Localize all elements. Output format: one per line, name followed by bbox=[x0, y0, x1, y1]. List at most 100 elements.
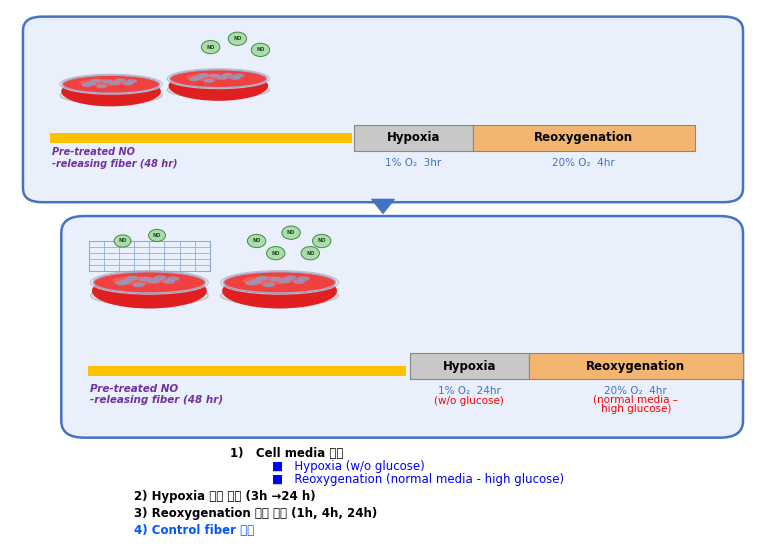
Text: 1% O₂  24hr: 1% O₂ 24hr bbox=[437, 386, 501, 396]
Ellipse shape bbox=[256, 276, 269, 281]
Ellipse shape bbox=[297, 276, 309, 281]
Text: Hypoxia: Hypoxia bbox=[443, 360, 496, 373]
Bar bbox=[529, 353, 743, 379]
Text: NO: NO bbox=[318, 238, 326, 244]
Circle shape bbox=[301, 247, 319, 260]
Ellipse shape bbox=[110, 81, 120, 85]
Text: NO: NO bbox=[306, 250, 314, 256]
Ellipse shape bbox=[92, 273, 207, 309]
Bar bbox=[473, 125, 695, 151]
Bar bbox=[410, 353, 529, 379]
Ellipse shape bbox=[167, 81, 270, 98]
Bar bbox=[88, 366, 406, 376]
Text: 2) Hypoxia 시간 변화 (3h →24 h): 2) Hypoxia 시간 변화 (3h →24 h) bbox=[134, 490, 316, 503]
Bar bbox=[89, 242, 210, 271]
Ellipse shape bbox=[90, 286, 208, 305]
Ellipse shape bbox=[209, 74, 220, 78]
Ellipse shape bbox=[60, 87, 162, 104]
Ellipse shape bbox=[61, 76, 161, 106]
Text: NO: NO bbox=[234, 36, 241, 42]
Text: ■   Hypoxia (w/o glucose): ■ Hypoxia (w/o glucose) bbox=[272, 460, 424, 473]
Ellipse shape bbox=[224, 272, 336, 293]
FancyArrowPatch shape bbox=[372, 199, 394, 213]
Ellipse shape bbox=[79, 79, 123, 86]
Text: 3) Reoxygenation 시간 변화 (1h, 4h, 24h): 3) Reoxygenation 시간 변화 (1h, 4h, 24h) bbox=[134, 507, 378, 520]
Circle shape bbox=[251, 43, 270, 57]
Ellipse shape bbox=[221, 286, 339, 305]
Ellipse shape bbox=[222, 273, 337, 309]
Circle shape bbox=[201, 40, 220, 54]
Circle shape bbox=[149, 229, 165, 242]
Circle shape bbox=[313, 234, 331, 248]
Ellipse shape bbox=[90, 79, 102, 83]
Text: 4) Control fiber 추가: 4) Control fiber 추가 bbox=[134, 524, 254, 537]
Text: NO: NO bbox=[207, 44, 214, 50]
Text: Reoxygenation: Reoxygenation bbox=[534, 131, 633, 145]
Text: high glucose): high glucose) bbox=[601, 404, 671, 414]
Ellipse shape bbox=[230, 76, 241, 80]
Ellipse shape bbox=[115, 78, 126, 83]
Text: 20% O₂  4hr: 20% O₂ 4hr bbox=[552, 158, 615, 168]
Ellipse shape bbox=[123, 81, 133, 85]
Ellipse shape bbox=[167, 276, 179, 281]
Ellipse shape bbox=[284, 275, 296, 280]
Ellipse shape bbox=[102, 79, 113, 84]
Text: (w/o glucose): (w/o glucose) bbox=[434, 396, 504, 406]
Circle shape bbox=[267, 247, 285, 260]
Text: Pre-treated NO
-releasing fiber (48 hr): Pre-treated NO -releasing fiber (48 hr) bbox=[90, 384, 224, 405]
Ellipse shape bbox=[188, 78, 199, 81]
Bar bbox=[354, 125, 473, 151]
Ellipse shape bbox=[217, 75, 228, 80]
FancyBboxPatch shape bbox=[61, 216, 743, 438]
Ellipse shape bbox=[192, 76, 203, 80]
Ellipse shape bbox=[119, 279, 132, 284]
Bar bbox=[50, 133, 352, 143]
Ellipse shape bbox=[169, 71, 268, 101]
Ellipse shape bbox=[162, 279, 175, 284]
Ellipse shape bbox=[126, 276, 139, 281]
Ellipse shape bbox=[115, 281, 128, 285]
Ellipse shape bbox=[97, 84, 107, 88]
Text: NO: NO bbox=[153, 233, 161, 238]
Text: ■   Reoxygenation (normal media - high glucose): ■ Reoxygenation (normal media - high glu… bbox=[272, 473, 564, 486]
Text: Pre-treated NO
-releasing fiber (48 hr): Pre-treated NO -releasing fiber (48 hr) bbox=[52, 147, 178, 168]
Text: Hypoxia: Hypoxia bbox=[387, 131, 440, 145]
Ellipse shape bbox=[234, 74, 244, 78]
Ellipse shape bbox=[85, 81, 96, 85]
Ellipse shape bbox=[133, 283, 145, 287]
Text: 1% O₂  3hr: 1% O₂ 3hr bbox=[385, 158, 441, 168]
Ellipse shape bbox=[170, 70, 267, 88]
Text: 1)   Cell media 변경: 1) Cell media 변경 bbox=[230, 447, 343, 460]
Ellipse shape bbox=[147, 279, 160, 284]
Ellipse shape bbox=[242, 276, 294, 285]
Text: NO: NO bbox=[253, 238, 260, 244]
Text: (normal media –: (normal media – bbox=[594, 395, 678, 405]
Ellipse shape bbox=[277, 279, 290, 284]
Circle shape bbox=[247, 234, 266, 248]
Ellipse shape bbox=[245, 281, 258, 285]
Ellipse shape bbox=[154, 275, 166, 280]
Ellipse shape bbox=[250, 279, 262, 284]
Text: NO: NO bbox=[272, 250, 280, 256]
Ellipse shape bbox=[112, 276, 164, 285]
Text: NO: NO bbox=[119, 238, 126, 244]
Ellipse shape bbox=[263, 283, 275, 287]
Circle shape bbox=[114, 235, 131, 247]
Ellipse shape bbox=[186, 74, 231, 81]
Ellipse shape bbox=[198, 73, 209, 77]
Ellipse shape bbox=[63, 75, 159, 93]
Ellipse shape bbox=[81, 83, 92, 87]
Ellipse shape bbox=[204, 79, 214, 83]
Ellipse shape bbox=[293, 279, 306, 284]
Circle shape bbox=[228, 32, 247, 45]
Ellipse shape bbox=[126, 79, 137, 83]
Text: 20% O₂  4hr: 20% O₂ 4hr bbox=[604, 386, 667, 396]
Text: Reoxygenation: Reoxygenation bbox=[586, 360, 686, 373]
Circle shape bbox=[282, 226, 300, 239]
FancyBboxPatch shape bbox=[23, 17, 743, 202]
Ellipse shape bbox=[93, 272, 205, 293]
Text: NO: NO bbox=[257, 47, 264, 53]
Ellipse shape bbox=[222, 73, 233, 77]
Ellipse shape bbox=[269, 277, 282, 281]
Ellipse shape bbox=[139, 277, 152, 281]
